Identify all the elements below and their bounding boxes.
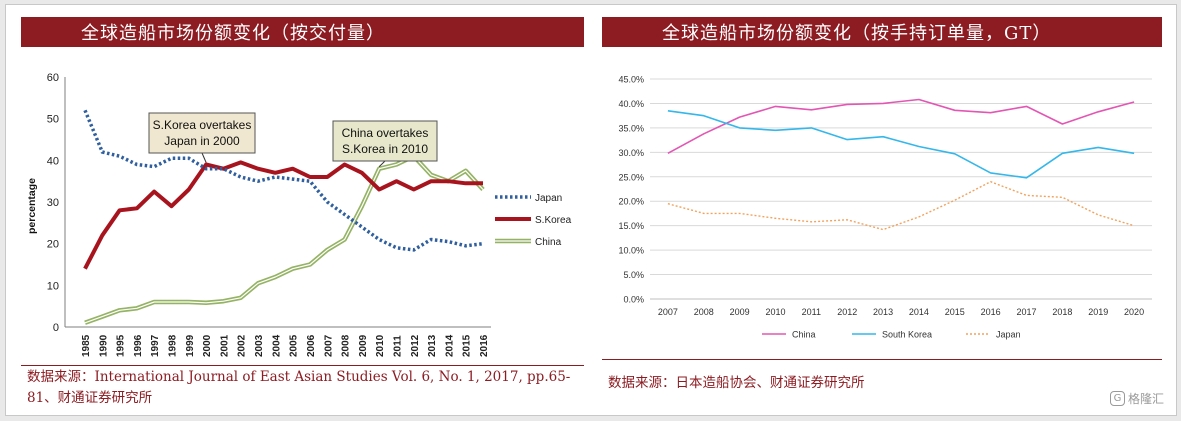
left-chart-title: 全球造船市场份额变化（按交付量） [21,17,584,47]
x-tick-label: 2019 [1088,307,1108,317]
y-tick-label: 25.0% [618,172,644,182]
x-tick-label: 2008 [694,307,714,317]
annotation-line2: Japan in 2000 [164,134,240,148]
x-tick-label: 1996 [133,334,144,357]
annotation-box [332,120,438,162]
series-line-japan [667,180,1135,231]
x-tick-label: 2015 [945,307,965,317]
y-tick-label: 20 [47,239,59,251]
x-tick-label: 2010 [375,334,386,357]
x-tick-label: 2015 [462,334,473,357]
right-source-note: 数据来源：日本造船协会、财通证券研究所 [608,375,865,391]
legend-label: China [535,237,562,248]
y-tick-label: 30 [47,197,59,209]
x-tick-label: 2014 [444,334,455,357]
x-tick-label: 2020 [1124,307,1144,317]
y-tick-label: 15.0% [618,221,644,231]
watermark-logo-icon: G [1109,391,1125,406]
y-tick-label: 40.0% [618,99,644,109]
annotation-line1: China overtakes [342,126,429,140]
x-tick-label: 1999 [185,334,196,357]
x-tick-label: 2018 [1052,307,1072,317]
legend-label: South Korea [882,330,932,340]
left-chart-panel: 全球造船市场份额变化（按交付量） 0 10 20 30 40 50 60 1985 1990 19… [21,17,584,407]
y-tick-label: 10.0% [618,246,644,256]
x-tick-label: 2008 [341,334,352,357]
left-line-chart: 0 10 20 30 40 50 60 1985 1990 1995 1996 1997 1998 199… [26,72,572,357]
x-tick-label: 2000 [202,334,213,357]
x-tick-label: 2017 [1016,307,1036,317]
x-tick-label: 1985 [81,334,92,357]
right-source-rule [602,359,1162,360]
x-tick-label: 2013 [427,334,438,357]
series-line-china-inner [84,155,484,324]
y-tick-label: 10 [47,280,59,292]
y-tick-label: 45.0% [618,75,644,85]
x-tick-label: 1998 [168,334,179,357]
x-tick-label: 2010 [765,307,785,317]
x-tick-label: 1990 [98,334,109,357]
x-tick-label: 2011 [392,335,403,357]
watermark: G 格隆汇 [1109,390,1164,407]
y-tick-label: 40 [47,155,59,167]
x-tick-label: 2002 [237,334,248,357]
y-tick-label: 0 [53,322,59,334]
y-axis-title: percentage [26,178,38,234]
series-line-south-korea [667,110,1135,179]
y-tick-label: 5.0% [623,270,644,280]
annotation-line2: S.Korea in 2010 [342,142,428,156]
x-tick-label: 2012 [837,307,857,317]
report-figure-frame: 全球造船市场份额变化（按交付量） 0 10 20 30 40 50 60 1985 1990 19… [5,4,1177,416]
x-tick-label: 2014 [909,307,929,317]
series-line-japan [83,109,484,252]
left-source-note: 数据来源：International Journal of East Asian… [27,369,571,406]
x-tick-label: 2016 [981,307,1001,317]
x-tick-label: 1995 [116,334,127,357]
left-source-rule [21,365,584,366]
legend-label: Japan [535,193,562,204]
watermark-text: 格隆汇 [1127,392,1164,406]
x-tick-label: 2004 [271,334,282,357]
x-tick-label: 2001 [219,334,230,357]
y-tick-label: 60 [47,72,59,84]
x-tick-label: 2005 [289,334,300,357]
series-line-china [667,98,1135,155]
annotation-pointer [378,160,386,168]
x-tick-label: 2009 [730,307,750,317]
x-tick-label: 2016 [479,334,490,357]
x-tick-label: 2009 [358,334,369,357]
x-tick-label: 1997 [150,334,161,357]
x-tick-label: 2006 [306,334,317,357]
right-chart-title: 全球造船市场份额变化（按手持订单量，GT） [602,17,1162,47]
x-tick-label: 2007 [658,307,678,317]
series-line-china [84,153,485,325]
y-tick-label: 0.0% [623,295,644,305]
y-tick-label: 30.0% [618,148,644,158]
y-tick-label: 20.0% [618,197,644,207]
x-tick-label: 2011 [802,307,821,317]
legend-label: China [792,330,816,340]
x-tick-label: 2012 [410,334,421,357]
annotation-pointer [201,152,207,163]
right-chart-panel: 全球造船市场份额变化（按手持订单量，GT） 0.0% 5.0% 10.0% 15.0%… [602,17,1162,407]
x-tick-label: 2007 [323,334,334,357]
x-tick-label: 2013 [873,307,893,317]
y-tick-label: 50 [47,114,59,126]
legend-label: Japan [996,330,1021,340]
series-line-korea [83,160,483,270]
legend-label: S.Korea [535,215,572,226]
right-line-chart: 0.0% 5.0% 10.0% 15.0% 20.0% 25.0% 30.0% 35.0% 40… [618,75,1152,340]
annotation-box [148,112,256,154]
annotation-line1: S.Korea overtakes [153,118,252,132]
x-tick-label: 2003 [254,334,265,357]
y-tick-label: 35.0% [618,123,644,133]
